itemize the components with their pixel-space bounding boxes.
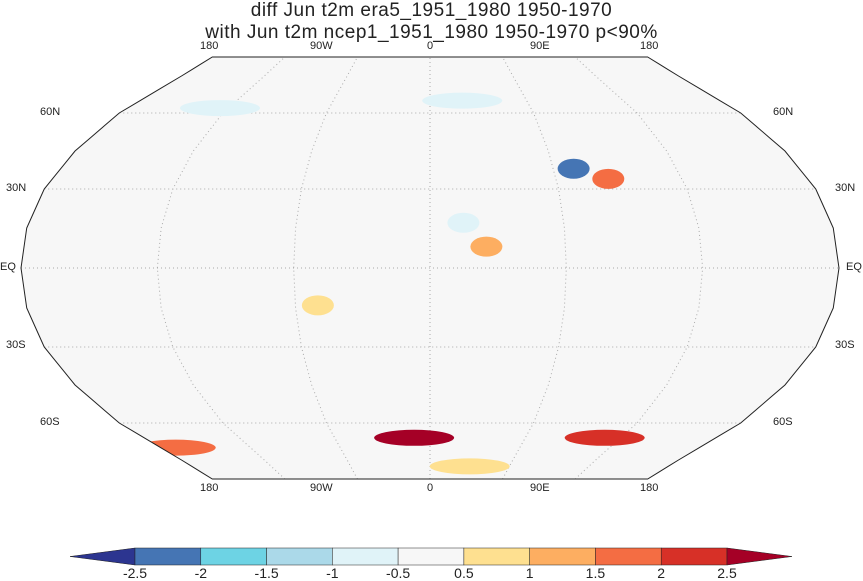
colorbar-tick-label-1: -2 <box>194 565 208 581</box>
anomaly-scandinavia <box>422 92 503 109</box>
meridian <box>502 57 567 479</box>
lat-label-right-30s: 30S <box>835 339 855 351</box>
map-border <box>20 56 840 480</box>
lat-label-right-30n: 30N <box>835 182 856 194</box>
colorbar-tick-label-0: -2.5 <box>122 565 148 581</box>
lat-label-left-60s: 60S <box>40 416 60 428</box>
lon-label-top-0: 0 <box>427 40 434 52</box>
anomaly-central-africa <box>470 236 503 257</box>
lon-label-top-180e: 180 <box>640 40 659 52</box>
anomaly-sahel <box>447 212 480 233</box>
lon-label-bottom-90e: 90E <box>530 482 550 494</box>
anomaly-alaska-canada <box>179 100 260 117</box>
colorbar-segment <box>595 547 662 566</box>
lon-label-bottom-180e: 180 <box>640 482 659 494</box>
colorbar-min-triangle <box>69 547 136 566</box>
colorbar-tick-label-7: 1.5 <box>585 565 606 581</box>
colorbar-tick-label-4: -0.5 <box>386 565 411 581</box>
colorbar-segment <box>529 547 596 566</box>
colorbar-tick-label-5: 0.5 <box>454 565 474 581</box>
colorbar-segment <box>463 547 530 566</box>
colorbar-tick-label-9: 2.5 <box>717 565 737 581</box>
colorbar-tick-label-8: 2 <box>657 565 666 581</box>
anomaly-east-antarctica <box>564 429 645 446</box>
lat-label-left-30s: 30S <box>6 339 26 351</box>
lat-label-right-60n: 60N <box>773 106 794 118</box>
colorbar-max-triangle <box>726 547 793 566</box>
title-line-2: with Jun t2m ncep1_1951_1980 1950-1970 p… <box>205 22 658 43</box>
anomaly-tibet <box>592 168 625 189</box>
lon-label-top-180w: 180 <box>200 40 219 52</box>
graticule <box>21 57 839 479</box>
colorbar-tick-label-6: 1 <box>525 565 534 581</box>
meridian <box>293 57 358 479</box>
colorbar <box>69 547 793 566</box>
lon-label-top-90w: 90W <box>310 40 333 52</box>
lon-label-bottom-180w: 180 <box>200 482 219 494</box>
colorbar-segment <box>397 547 465 566</box>
lon-label-top-90e: 90E <box>530 40 550 52</box>
lon-label-bottom-0: 0 <box>427 482 434 494</box>
colorbar-tick-label-2: -1.5 <box>254 565 279 581</box>
anomaly-antarctica-interior <box>429 458 510 475</box>
anomaly-central-asia <box>557 158 590 179</box>
lat-label-left-30n: 30N <box>6 182 27 194</box>
colorbar-segment <box>200 547 267 566</box>
anomaly-weddell-sea <box>374 429 455 446</box>
title-line-1: diff Jun t2m era5_1951_1980 1950-1970 <box>250 0 613 21</box>
lat-label-left-eq: EQ <box>0 261 16 273</box>
anomaly-brazil <box>301 295 334 316</box>
anomaly-ross-sea <box>135 439 216 456</box>
lat-label-right-eq: EQ <box>846 261 862 273</box>
lat-label-left-60n: 60N <box>40 106 61 118</box>
lon-label-bottom-90w: 90W <box>310 482 333 494</box>
colorbar-segment <box>266 547 333 566</box>
lat-label-right-60s: 60S <box>773 416 793 428</box>
colorbar-segment <box>134 547 202 566</box>
colorbar-tick-label-3: -1 <box>326 565 339 581</box>
colorbar-segment <box>660 547 728 566</box>
colorbar-segment <box>332 547 399 566</box>
